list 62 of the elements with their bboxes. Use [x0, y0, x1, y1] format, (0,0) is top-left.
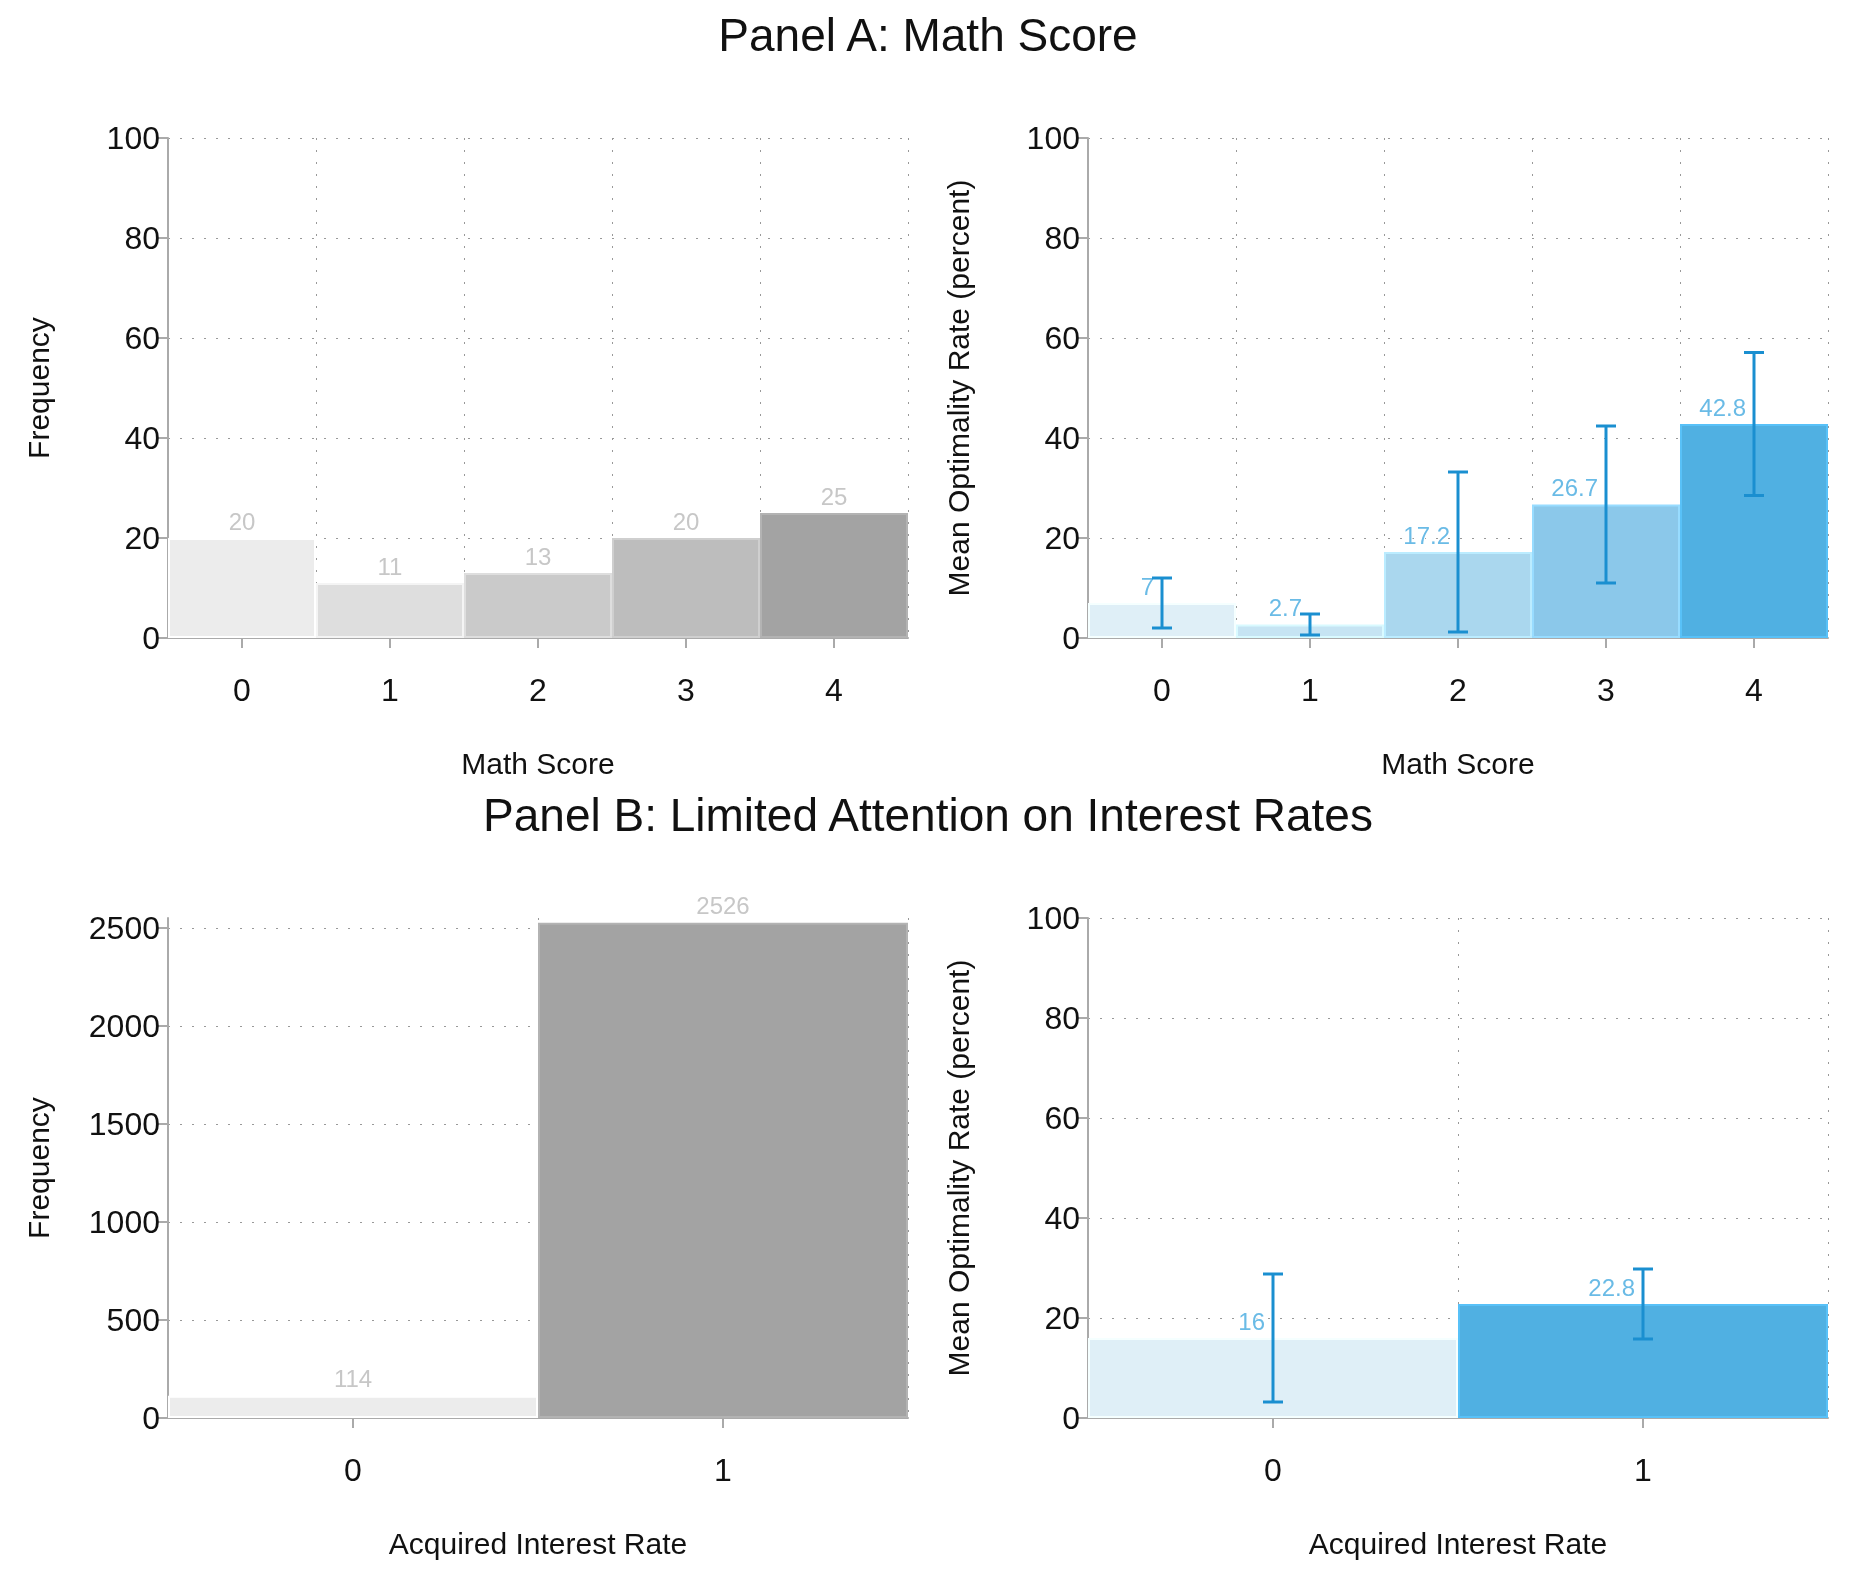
y-tick-label: 60: [1044, 1100, 1080, 1136]
data-label: 7: [1140, 572, 1154, 600]
x-tick-label: 0: [1153, 672, 1171, 708]
x-tick-label: 0: [344, 1452, 362, 1488]
x-axis-title: Acquired Interest Rate: [1308, 1526, 1608, 1560]
y-tick-label: 100: [106, 120, 160, 156]
x-tick-label: 2: [1449, 672, 1467, 708]
x-axis-title: Acquired Interest Rate: [388, 1526, 688, 1560]
x-tick-label: 2: [529, 672, 547, 708]
y-axis-title: Frequency: [21, 317, 55, 459]
x-tick-label: 1: [1634, 1452, 1652, 1488]
y-axis-title: Mean Optimality Rate (percent): [941, 179, 975, 597]
y-tick-label: 100: [1026, 120, 1080, 156]
x-tick-label: 4: [1745, 672, 1763, 708]
data-label: 20: [228, 507, 256, 535]
y-tick-label: 40: [124, 420, 160, 456]
data-label: 25: [820, 482, 848, 510]
y-tick-label: 100: [1026, 900, 1080, 936]
y-tick-label: 0: [142, 620, 160, 656]
y-tick-label: 1500: [88, 1105, 160, 1142]
x-tick-label: 1: [714, 1452, 732, 1488]
x-tick-label: 3: [1597, 672, 1615, 708]
y-tick-label: 2000: [88, 1007, 160, 1044]
x-tick-label: 0: [233, 672, 251, 708]
data-label: 13: [524, 542, 552, 570]
data-label: 22.8: [1588, 1273, 1635, 1301]
data-label: 20: [672, 507, 700, 535]
data-label: 16: [1238, 1307, 1265, 1335]
y-tick-label: 20: [1044, 520, 1080, 556]
x-axis-title: Math Score: [461, 746, 615, 780]
y-axis-title: Frequency: [21, 1097, 55, 1239]
x-tick-label: 4: [825, 672, 843, 708]
y-tick-label: 500: [106, 1301, 160, 1338]
y-tick-label: 0: [1062, 620, 1080, 656]
data-label: 26.7: [1551, 474, 1598, 501]
y-tick-label: 80: [1044, 220, 1080, 256]
y-tick-label: 0: [142, 1400, 160, 1436]
y-tick-label: 60: [1044, 320, 1080, 356]
y-tick-label: 20: [1044, 1300, 1080, 1336]
chart-title: Panel B: Limited Attention on Interest Rates: [482, 788, 1374, 842]
data-label: 2.7: [1268, 594, 1302, 621]
y-tick-label: 80: [1044, 1000, 1080, 1036]
data-label: 11: [377, 552, 403, 580]
data-label: 17.2: [1403, 521, 1450, 549]
chart-title: Panel A: Math Score: [717, 8, 1139, 62]
y-axis-title: Mean Optimality Rate (percent): [941, 959, 975, 1377]
y-tick-label: 60: [124, 320, 160, 356]
y-tick-label: 80: [124, 220, 160, 256]
x-tick-label: 3: [677, 672, 695, 708]
x-tick-label: 1: [1301, 672, 1319, 708]
x-tick-label: 1: [381, 672, 399, 708]
y-tick-label: 1000: [88, 1203, 160, 1240]
x-tick-label: 0: [1264, 1452, 1282, 1488]
y-tick-label: 2500: [88, 909, 160, 946]
y-tick-label: 0: [1062, 1400, 1080, 1436]
data-label: 114: [333, 1365, 373, 1393]
data-label: 42.8: [1699, 393, 1746, 421]
x-axis-title: Math Score: [1381, 746, 1535, 780]
data-label: 2526: [696, 892, 750, 920]
y-tick-label: 20: [124, 520, 160, 556]
y-tick-label: 40: [1044, 420, 1080, 456]
y-tick-label: 40: [1044, 1200, 1080, 1236]
